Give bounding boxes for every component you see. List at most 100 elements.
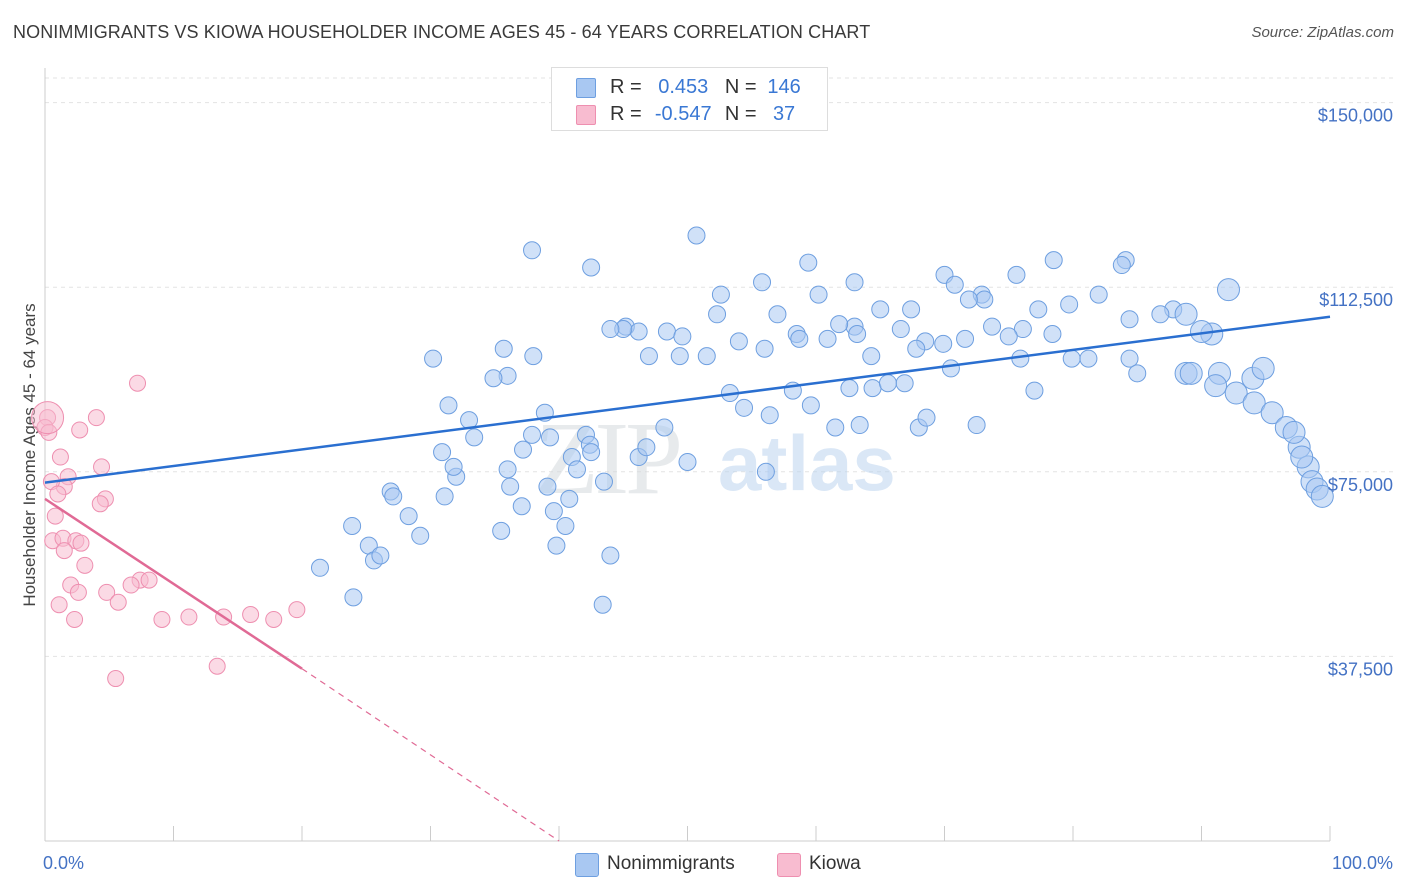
y-tick-label: $150,000 xyxy=(1318,106,1393,126)
kiowa-point xyxy=(71,421,89,439)
nonimmigrants-point xyxy=(514,440,533,459)
nonimmigrants-point xyxy=(639,347,658,366)
nonimmigrants-point xyxy=(845,273,864,292)
kiowa-point xyxy=(55,542,73,560)
nonimmigrants-point xyxy=(439,396,458,415)
nonimmigrants-point xyxy=(593,595,612,614)
nonimmigrants-point xyxy=(768,305,787,324)
nonimmigrants-point xyxy=(850,416,869,435)
nonimmigrants-point xyxy=(1224,381,1248,405)
nonimmigrants-point xyxy=(790,329,809,348)
nonimmigrants-point xyxy=(601,546,620,565)
nonimmigrants-point xyxy=(862,347,881,366)
nonimmigrants-point xyxy=(975,290,994,309)
nonimmigrants-point xyxy=(567,460,586,479)
source-label: Source: ZipAtlas.com xyxy=(1251,24,1394,41)
y-tick-label: $75,000 xyxy=(1328,475,1393,495)
watermark-atlas: atlas xyxy=(718,419,896,507)
kiowa-point xyxy=(87,409,105,427)
nonimmigrants-point xyxy=(629,322,648,341)
x-tick-label-min: 0.0% xyxy=(43,853,84,873)
legend-n-value: 146 xyxy=(767,76,801,98)
nonimmigrants-point xyxy=(582,443,601,462)
nonimmigrants-point xyxy=(917,408,936,427)
kiowa-point xyxy=(51,448,69,466)
nonimmigrants-point xyxy=(1204,374,1228,398)
nonimmigrants-point xyxy=(878,374,897,393)
nonimmigrants-point xyxy=(801,396,820,415)
nonimmigrants-point xyxy=(711,285,730,304)
kiowa-point xyxy=(49,485,67,503)
nonimmigrants-points xyxy=(310,226,1334,614)
nonimmigrants-point xyxy=(1151,305,1170,324)
nonimmigrants-point xyxy=(384,487,403,506)
kiowa-point xyxy=(69,583,87,601)
kiowa-point xyxy=(288,601,306,619)
chart-title: NONIMMIGRANTS VS KIOWA HOUSEHOLDER INCOM… xyxy=(13,22,871,42)
trend-line-kiowa-extension xyxy=(301,668,560,842)
bottom-legend-label-kiowa: Kiowa xyxy=(809,853,861,874)
nonimmigrants-point xyxy=(524,347,543,366)
nonimmigrants-point xyxy=(755,339,774,358)
nonimmigrants-point xyxy=(1282,420,1306,444)
nonimmigrants-point xyxy=(678,452,697,471)
nonimmigrants-point xyxy=(1242,391,1266,415)
bottom-legend-swatch-kiowa xyxy=(777,853,801,877)
kiowa-point xyxy=(122,576,140,594)
nonimmigrants-point xyxy=(523,425,542,444)
nonimmigrants-point xyxy=(670,347,689,366)
nonimmigrants-point xyxy=(541,428,560,447)
kiowa-point xyxy=(129,374,147,392)
nonimmigrants-point xyxy=(1043,324,1062,343)
axes xyxy=(44,68,1331,842)
legend-r-value: -0.547 xyxy=(654,103,712,125)
legend-swatch-kiowa xyxy=(576,105,596,125)
nonimmigrants-point xyxy=(582,258,601,277)
nonimmigrants-point xyxy=(729,332,748,351)
nonimmigrants-point xyxy=(465,428,484,447)
nonimmigrants-point xyxy=(494,339,513,358)
nonimmigrants-point xyxy=(560,489,579,508)
x-tick-label-max: 100.0% xyxy=(1332,853,1393,873)
kiowa-point xyxy=(180,608,198,626)
bottom-legend-label-nonimmigrants: Nonimmigrants xyxy=(607,853,735,874)
nonimmigrants-point xyxy=(1120,310,1139,329)
nonimmigrants-point xyxy=(895,374,914,393)
nonimmigrants-point xyxy=(826,418,845,437)
legend-n-label: N = xyxy=(724,76,757,98)
nonimmigrants-point xyxy=(735,398,754,417)
legend-n-label: N = xyxy=(724,103,757,125)
nonimmigrants-point xyxy=(983,317,1002,336)
nonimmigrants-point xyxy=(1310,484,1334,508)
trend-line-kiowa xyxy=(44,497,303,670)
nonimmigrants-point xyxy=(1260,401,1284,425)
nonimmigrants-point xyxy=(344,588,363,607)
kiowa-point xyxy=(72,534,90,552)
nonimmigrants-point xyxy=(891,320,910,339)
legend-n-value: 37 xyxy=(772,103,796,125)
nonimmigrants-point xyxy=(1120,349,1139,368)
kiowa-point xyxy=(93,458,111,476)
kiowa-point xyxy=(66,610,84,628)
nonimmigrants-point xyxy=(492,521,511,540)
nonimmigrants-point xyxy=(484,369,503,388)
nonimmigrants-point xyxy=(945,275,964,294)
nonimmigrants-point xyxy=(399,507,418,526)
nonimmigrants-point xyxy=(657,322,676,341)
nonimmigrants-point xyxy=(538,477,557,496)
nonimmigrants-point xyxy=(411,526,430,545)
nonimmigrants-point xyxy=(556,516,575,535)
nonimmigrants-point xyxy=(1007,265,1026,284)
nonimmigrants-point xyxy=(830,315,849,334)
watermark-zip: ZIP xyxy=(535,401,679,516)
nonimmigrants-point xyxy=(753,273,772,292)
nonimmigrants-point xyxy=(863,379,882,398)
nonimmigrants-point xyxy=(1251,356,1275,380)
legend-r-value: 0.453 xyxy=(658,76,709,98)
nonimmigrants-point xyxy=(1216,278,1240,302)
legend-r-label: R = xyxy=(610,76,642,98)
nonimmigrants-point xyxy=(371,546,390,565)
nonimmigrants-point xyxy=(708,305,727,324)
nonimmigrants-point xyxy=(848,324,867,343)
